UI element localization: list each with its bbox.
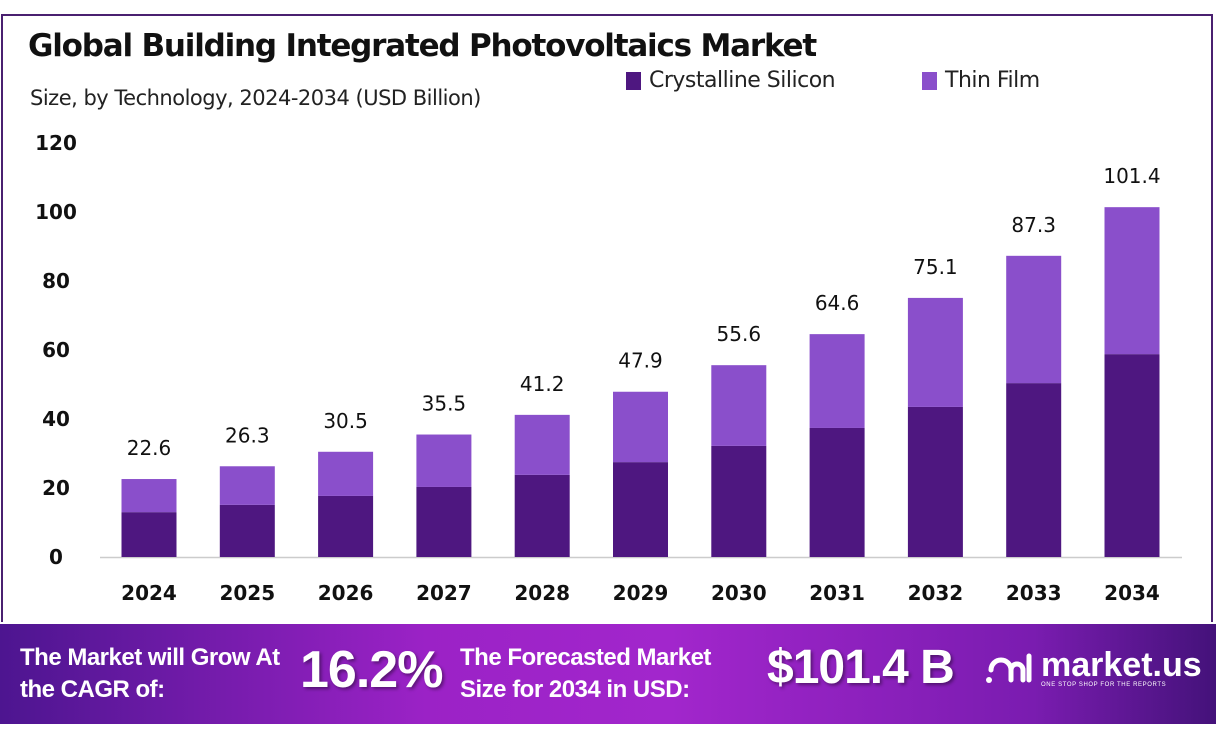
data-label-2026: 30.5 <box>323 409 368 433</box>
x-tick-label: 2030 <box>711 581 767 605</box>
data-label-2024: 22.6 <box>127 436 172 460</box>
bar-thin-film-2025 <box>219 466 275 505</box>
data-label-2034: 101.4 <box>1103 164 1160 188</box>
forecast-value: $101.4 B <box>767 641 955 694</box>
bar-thin-film-2028 <box>514 414 570 475</box>
bar-thin-film-2033 <box>1006 255 1062 384</box>
market-us-logo: market.us ONE STOP SHOP FOR THE REPORTS <box>985 648 1202 688</box>
bar-thin-film-2024 <box>121 479 177 513</box>
y-tick-label: 120 <box>35 131 77 155</box>
x-tick-label: 2029 <box>613 581 669 605</box>
data-label-2029: 47.9 <box>618 349 663 373</box>
x-tick-label: 2028 <box>514 581 570 605</box>
bar-crystalline-silicon-2029 <box>613 462 668 557</box>
legend-item-crystalline-silicon: Crystalline Silicon <box>626 68 836 93</box>
x-tick-label: 2024 <box>121 581 177 605</box>
bar-crystalline-silicon-2027 <box>416 486 472 557</box>
chart-subtitle: Size, by Technology, 2024-2034 (USD Bill… <box>30 86 481 110</box>
data-label-2028: 41.2 <box>520 372 565 396</box>
x-tick-label: 2034 <box>1104 581 1160 605</box>
legend-item-thin-film: Thin Film <box>922 68 1040 93</box>
bar-crystalline-silicon-2032 <box>907 406 963 557</box>
bar-crystalline-silicon-2034 <box>1104 354 1160 557</box>
legend-swatch <box>922 71 937 90</box>
chart-title: Global Building Integrated Photovoltaics… <box>28 28 817 64</box>
x-tick-label: 2027 <box>416 581 472 605</box>
bar-thin-film-2034 <box>1104 207 1160 355</box>
y-tick-label: 80 <box>42 269 70 293</box>
bar-crystalline-silicon-2028 <box>514 474 570 557</box>
logo-tagline: ONE STOP SHOP FOR THE REPORTS <box>1041 682 1167 688</box>
footer-banner: The Market will Grow At the CAGR of: 16.… <box>0 624 1216 724</box>
bar-thin-film-2031 <box>809 334 865 428</box>
bar-thin-film-2029 <box>613 391 668 463</box>
data-label-2027: 35.5 <box>422 392 467 416</box>
x-tick-label: 2025 <box>219 581 275 605</box>
cagr-value: 16.2% <box>300 641 443 699</box>
bar-crystalline-silicon-2024 <box>121 512 177 557</box>
legend-label: Crystalline Silicon <box>649 68 836 93</box>
y-tick-label: 60 <box>42 338 70 362</box>
x-tick-label: 2031 <box>809 581 865 605</box>
forecast-label: The Forecasted Market Size for 2034 in U… <box>460 644 711 703</box>
data-label-2031: 64.6 <box>815 291 860 315</box>
data-label-2032: 75.1 <box>913 255 958 279</box>
bar-thin-film-2027 <box>416 434 472 487</box>
cagr-label: The Market will Grow At the CAGR of: <box>20 644 280 703</box>
data-label-2030: 55.6 <box>717 322 762 346</box>
data-label-2033: 87.3 <box>1011 213 1056 237</box>
x-tick-label: 2026 <box>318 581 374 605</box>
bar-crystalline-silicon-2033 <box>1006 383 1062 557</box>
x-tick-label: 2033 <box>1006 581 1062 605</box>
y-tick-label: 100 <box>35 200 77 224</box>
bar-crystalline-silicon-2025 <box>219 504 275 557</box>
x-tick-label: 2032 <box>908 581 964 605</box>
chart-frame <box>1 14 1213 622</box>
bar-crystalline-silicon-2026 <box>318 495 374 557</box>
y-tick-label: 0 <box>49 545 63 569</box>
bar-crystalline-silicon-2030 <box>711 445 767 557</box>
y-tick-label: 40 <box>42 407 70 431</box>
logo-icon <box>986 653 1032 683</box>
legend-swatch <box>626 71 641 90</box>
bar-thin-film-2032 <box>907 297 963 407</box>
bar-thin-film-2030 <box>711 365 767 446</box>
logo-name: market.us <box>1041 646 1202 684</box>
bar-thin-film-2026 <box>318 451 374 496</box>
bar-chart: 0 20 40 60 80 100 120 22.6 2024 26.3 2025 30.5 2026 3… <box>35 131 1182 605</box>
data-label-2025: 26.3 <box>225 423 270 447</box>
bar-crystalline-silicon-2031 <box>809 427 865 557</box>
legend-label: Thin Film <box>945 68 1040 93</box>
y-tick-label: 20 <box>42 476 70 500</box>
